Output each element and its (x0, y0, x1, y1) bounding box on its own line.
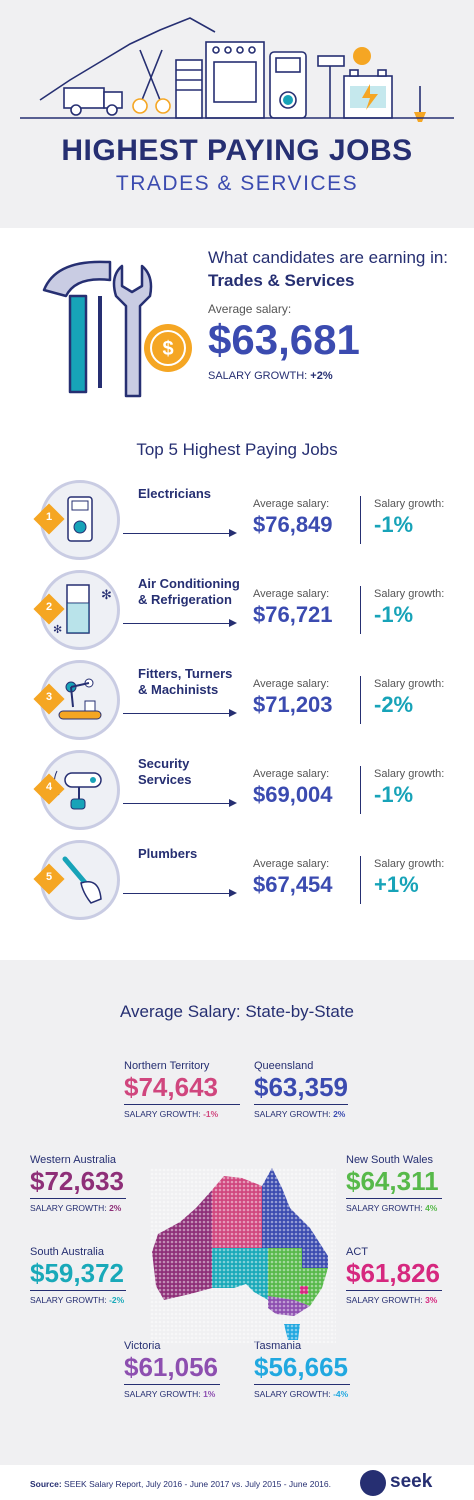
state-value: $59,372 (30, 1258, 124, 1288)
job-row: ✻ ✻ 2 Air Conditioning & Refrigeration Ave… (0, 566, 474, 656)
state-vic: Victoria $61,056 SALARY GROWTH: 1% (124, 1340, 220, 1399)
trades-illustration (20, 17, 454, 122)
state-wa: Western Australia $72,633 SALARY GROWTH:… (30, 1154, 126, 1213)
job-growth-label: Salary growth: (374, 498, 445, 510)
job-name: Fitters, Turners & Machinists (138, 666, 233, 697)
job-growth-label: Salary growth: (374, 678, 445, 690)
job-name: Air Conditioning & Refrigeration (138, 576, 240, 607)
fridge-icon: ✻ ✻ (40, 570, 120, 650)
job-avg-value: $69,004 (253, 782, 333, 807)
state-value: $72,633 (30, 1166, 124, 1196)
hammer-wrench-icon: $ (42, 260, 192, 398)
svg-text:✻: ✻ (101, 588, 112, 603)
job-row: 1 Electricians Average salary: $76,849 S… (0, 476, 474, 566)
job-name: Plumbers (138, 846, 198, 861)
job-avg-value: $76,849 (253, 512, 333, 537)
job-row: 5 Plumbers Average salary: $67,454 Salar… (0, 836, 474, 926)
state-value: $63,359 (254, 1072, 348, 1102)
header-banner: HIGHEST PAYING JOBS TRADES & SERVICES (0, 0, 474, 228)
state-value: $56,665 (254, 1352, 348, 1382)
job-growth-value: -1% (374, 782, 414, 807)
job-rank: 4 (45, 781, 53, 793)
state-value: $61,056 (124, 1352, 218, 1382)
job-growth-label: Salary growth: (374, 588, 445, 600)
job-rank: 2 (45, 601, 53, 613)
job-rank: 3 (45, 691, 53, 703)
svg-text:✻: ✻ (53, 623, 62, 636)
job-avg-label: Average salary: (253, 678, 330, 690)
overview-section: $ What candidates are earning in: Trades… (0, 228, 474, 418)
job-avg-value: $76,721 (253, 602, 333, 627)
states-heading: Average Salary: State-by-State (119, 1002, 355, 1021)
job-avg-label: Average salary: (253, 588, 330, 600)
job-growth-label: Salary growth: (374, 858, 445, 870)
seek-logo-icon (360, 1470, 386, 1496)
job-row: 4 Security Services Average salary: $69,0… (0, 746, 474, 836)
top-jobs-heading: Top 5 Highest Paying Jobs (136, 440, 338, 459)
job-growth-value: +1% (374, 872, 419, 897)
overview-category: Trades & Services (208, 271, 355, 290)
state-act: ACT $61,826 SALARY GROWTH: 3% (346, 1246, 442, 1305)
footer: Source: SEEK Salary Report, July 2016 - … (0, 1465, 474, 1500)
job-row: 3 Fitters, Turners & Machinists Average s… (0, 656, 474, 746)
top-jobs-section: Top 5 Highest Paying Jobs 1 Electricians… (0, 418, 474, 960)
job-rank: 1 (45, 511, 53, 523)
page-subtitle: TRADES & SERVICES (115, 172, 359, 195)
job-growth-value: -1% (374, 512, 414, 537)
job-name: Security Services (138, 756, 192, 787)
state-nt: Northern Territory $74,643 SALARY GROWTH… (124, 1060, 240, 1119)
job-avg-label: Average salary: (253, 498, 330, 510)
overview-lead: What candidates are earning in: (208, 248, 449, 267)
overview-growth-label: SALARY GROWTH: (208, 370, 308, 382)
state-value: $64,311 (346, 1166, 439, 1196)
job-avg-value: $71,203 (253, 692, 333, 717)
page-title: HIGHEST PAYING JOBS (61, 134, 413, 167)
state-tas: Tasmania $56,665 SALARY GROWTH: -4% (254, 1340, 350, 1399)
overview-avg-value: $63,681 (208, 316, 360, 363)
state-value: $61,826 (346, 1258, 440, 1288)
state-value: $74,643 (124, 1072, 218, 1102)
job-avg-label: Average salary: (253, 768, 330, 780)
australia-map (150, 1168, 336, 1343)
job-growth-value: -2% (374, 692, 414, 717)
overview-growth-value: +2% (310, 370, 333, 382)
svg-text:$: $ (162, 338, 173, 360)
overview-avg-label: Average salary: (208, 302, 292, 316)
seek-logo-text: seek (390, 1471, 433, 1492)
security-camera-icon (40, 750, 120, 830)
coin-icon (353, 47, 371, 65)
source-note: Source: SEEK Salary Report, July 2016 - … (30, 1479, 331, 1489)
job-rank: 5 (45, 871, 53, 883)
state-qld: Queensland $63,359 SALARY GROWTH: 2% (254, 1060, 348, 1119)
states-section: Average Salary: State-by-State Northern … (0, 960, 474, 1465)
job-avg-value: $67,454 (253, 872, 333, 897)
state-nsw: New South Wales $64,311 SALARY GROWTH: 4… (346, 1154, 442, 1213)
job-avg-label: Average salary: (253, 858, 330, 870)
job-name: Electricians (138, 486, 211, 501)
job-growth-value: -1% (374, 602, 414, 627)
job-growth-label: Salary growth: (374, 768, 445, 780)
state-sa: South Australia $59,372 SALARY GROWTH: -… (30, 1246, 126, 1305)
overview-growth: SALARY GROWTH: +2% (208, 370, 333, 382)
